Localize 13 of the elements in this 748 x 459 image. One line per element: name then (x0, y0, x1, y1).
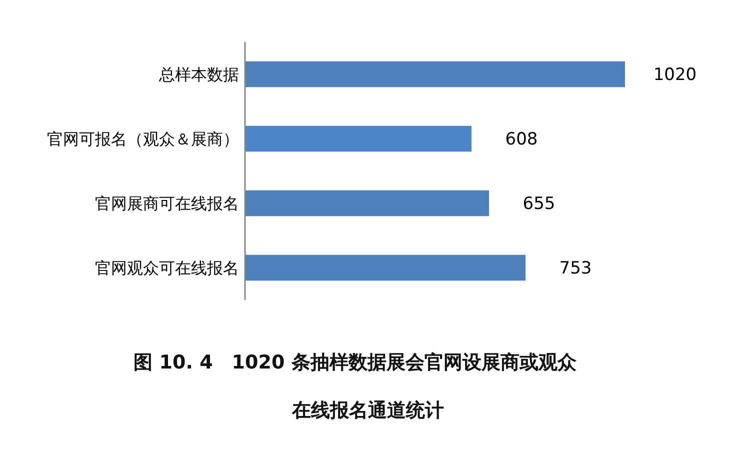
bar (245, 190, 490, 216)
data-label: 1020 (653, 65, 697, 86)
bar (245, 126, 472, 152)
y-tick-label: 官网观众可在线报名 (95, 258, 239, 278)
y-tick-label: 官网展商可在线报名 (95, 194, 239, 213)
data-label: 608 (505, 130, 538, 150)
y-tick-label: 官网可报名（观众＆展商） (47, 129, 239, 148)
data-label: 753 (559, 258, 592, 279)
data-label: 655 (522, 194, 556, 214)
bar (245, 254, 526, 281)
bar (245, 61, 625, 88)
chart-title: 图 10. 4 1020 条抽样数据展会官网设展商或观众在线报名通道统计 (134, 352, 576, 422)
y-tick-label: 总样本数据 (158, 64, 239, 84)
